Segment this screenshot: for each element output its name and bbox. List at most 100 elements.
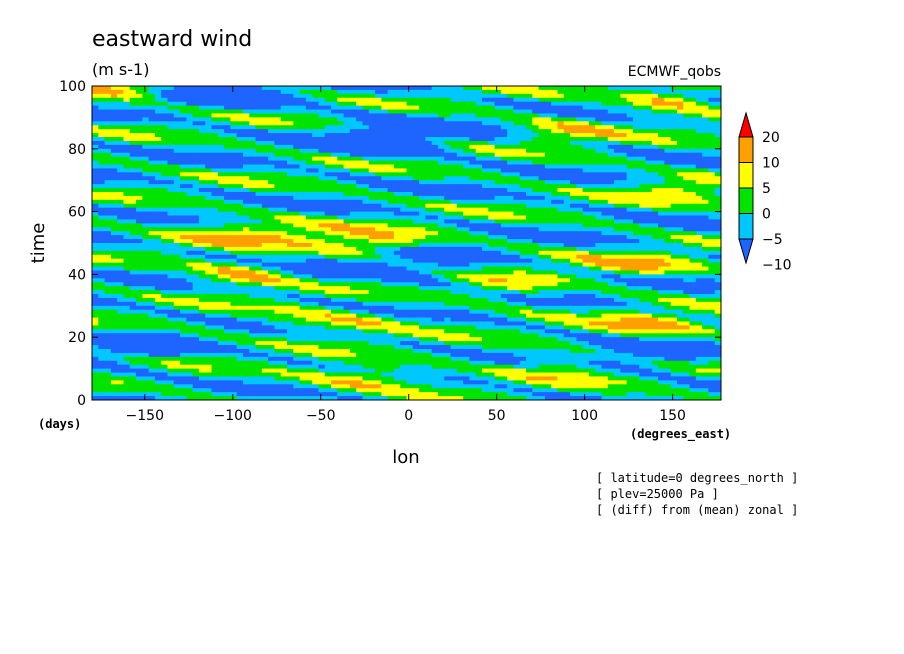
heatmap-cell [475, 168, 483, 173]
heatmap-cell [450, 227, 458, 232]
heatmap-cell [695, 219, 703, 224]
heatmap-cell [557, 239, 565, 244]
heatmap-cell [406, 203, 414, 209]
heatmap-cell [450, 117, 458, 122]
heatmap-cell [217, 235, 225, 240]
heatmap-cell [242, 180, 250, 185]
heatmap-cell [249, 117, 256, 122]
heatmap-cell [544, 278, 552, 283]
heatmap-cell [362, 243, 370, 248]
heatmap-cell [507, 211, 514, 216]
heatmap-cell [242, 227, 250, 232]
heatmap-cell [651, 129, 659, 134]
heatmap-cell [576, 168, 584, 173]
heatmap-cell [557, 278, 565, 283]
heatmap-cell [186, 231, 194, 236]
heatmap-cell [532, 227, 539, 232]
heatmap-cell [375, 191, 382, 197]
heatmap-cell [362, 262, 370, 267]
heatmap-cell [475, 148, 483, 154]
heatmap-cell [337, 105, 344, 110]
heatmap-cell [180, 223, 187, 228]
heatmap-cell [406, 274, 414, 279]
heatmap-cell [211, 86, 219, 91]
heatmap-cell [419, 270, 426, 275]
heatmap-cell [136, 117, 143, 122]
heatmap-cell [180, 250, 187, 256]
heatmap-cell [626, 176, 634, 181]
heatmap-cell [387, 133, 395, 138]
heatmap-cell [343, 219, 351, 224]
heatmap-cell [92, 219, 99, 224]
heatmap-cell [651, 203, 659, 209]
heatmap-cell [595, 184, 602, 189]
heatmap-cell [343, 105, 351, 110]
heatmap-cell [142, 235, 150, 240]
heatmap-cell [305, 195, 313, 201]
heatmap-cell [356, 219, 363, 224]
heatmap-cell [639, 188, 646, 193]
heatmap-cell [123, 164, 131, 169]
heatmap-cell [242, 133, 250, 138]
heatmap-cell [393, 164, 401, 169]
heatmap-cell [689, 250, 697, 256]
heatmap-cell [431, 258, 439, 264]
heatmap-cell [582, 215, 590, 220]
heatmap-cell [469, 231, 477, 236]
heatmap-cell [651, 254, 659, 260]
heatmap-cell [538, 191, 546, 197]
heatmap-cell [154, 231, 162, 236]
heatmap-cell [469, 188, 477, 193]
heatmap-cell [136, 144, 143, 150]
heatmap-cell [702, 148, 709, 154]
heatmap-cell [286, 156, 294, 161]
heatmap-cell [532, 172, 539, 177]
heatmap-cell [469, 215, 477, 220]
heatmap-cell [607, 199, 615, 205]
heatmap-cell [343, 243, 351, 248]
heatmap-cell [551, 180, 558, 185]
heatmap-cell [708, 215, 716, 220]
heatmap-cell [375, 254, 382, 260]
heatmap-cell [526, 258, 533, 264]
heatmap-cell [708, 207, 716, 213]
heatmap-cell [148, 117, 156, 122]
heatmap-cell [280, 176, 288, 181]
heatmap-cell [651, 176, 659, 181]
heatmap-cell [645, 97, 653, 103]
heatmap-cell [192, 164, 200, 169]
heatmap-cell [242, 254, 250, 260]
heatmap-cell [714, 203, 722, 209]
heatmap-cell [375, 137, 382, 142]
heatmap-cell [161, 129, 168, 134]
heatmap-cell [488, 168, 495, 173]
heatmap-cell [242, 125, 250, 130]
heatmap-cell [167, 235, 175, 240]
heatmap-cell [626, 195, 634, 201]
heatmap-cell [331, 195, 338, 201]
heatmap-cell [154, 239, 162, 244]
heatmap-cell [224, 254, 231, 260]
heatmap-cell [588, 195, 596, 201]
heatmap-cell [664, 144, 672, 150]
heatmap-cell [551, 144, 558, 150]
heatmap-cell [557, 235, 565, 240]
heatmap-cell [551, 109, 558, 114]
heatmap-cell [400, 89, 407, 95]
heatmap-cell [249, 137, 256, 142]
heatmap-cell [249, 180, 256, 185]
heatmap-cell [676, 133, 684, 138]
heatmap-cell [129, 207, 137, 213]
heatmap-cell [198, 93, 206, 99]
heatmap-cell [494, 93, 502, 99]
heatmap-cell [362, 207, 370, 213]
heatmap-cell [375, 164, 382, 169]
heatmap-cell [676, 117, 684, 122]
heatmap-cell [601, 172, 609, 177]
heatmap-cell [186, 258, 194, 264]
heatmap-cell [224, 133, 231, 138]
heatmap-cell [639, 89, 646, 95]
heatmap-cell [249, 246, 256, 252]
heatmap-cell [356, 274, 363, 279]
heatmap-cell [513, 262, 521, 267]
